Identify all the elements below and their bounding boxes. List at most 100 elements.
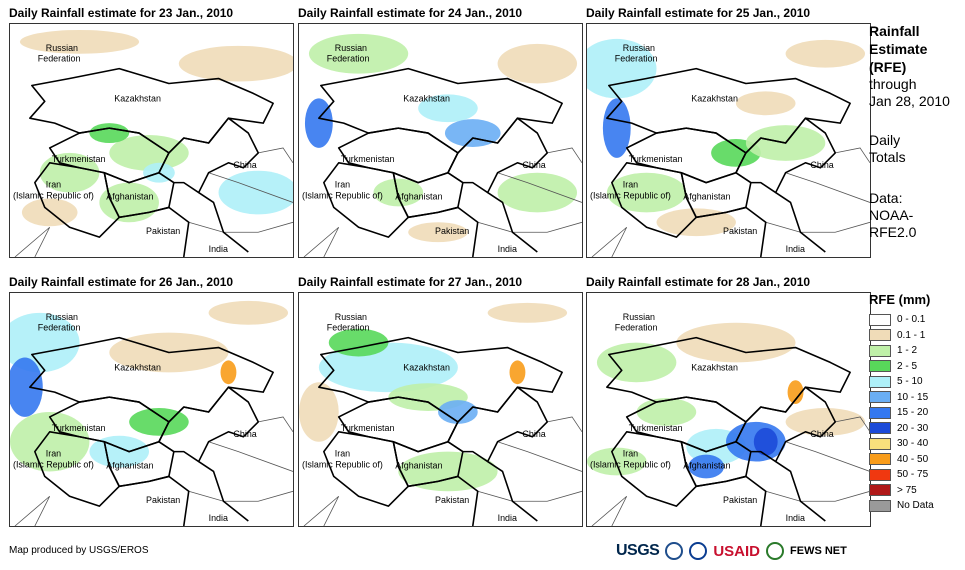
legend-swatch (869, 360, 891, 373)
country-border (119, 475, 190, 526)
rainfall-patch (10, 357, 43, 417)
country-border (34, 162, 121, 238)
legend-swatch (869, 484, 891, 497)
country-label: Federation (327, 323, 370, 333)
legend-item: 0 - 0.1 (869, 312, 965, 328)
rfe-legend: RFE (mm) 0 - 0.1 0.1 - 1 1 - 2 2 - 5 5 - 10 1… (869, 292, 965, 514)
minor-border (835, 416, 870, 433)
map-panel-jan27: Daily Rainfall estimate for 27 Jan., 201… (298, 275, 583, 527)
country-label: India (209, 513, 228, 523)
rainfall-patch (509, 360, 526, 385)
country-label: Kazakhstan (691, 362, 738, 372)
minor-border (258, 147, 293, 164)
legend-label: 20 - 30 (897, 422, 929, 434)
map-area: Russian Federation Kazakhstan Turkmenistan C… (298, 23, 583, 258)
minor-border (208, 441, 293, 472)
rainfall-patch (785, 408, 866, 436)
rainfall-patch (676, 322, 796, 363)
legend-label: 40 - 50 (897, 453, 929, 465)
country-label: Afghanistan (395, 191, 442, 201)
country-border (696, 475, 767, 526)
rainfall-patch (308, 33, 409, 74)
legend-item: 50 - 75 (869, 467, 965, 483)
legend-label: 15 - 20 (897, 407, 929, 419)
minor-border (303, 495, 340, 526)
country-label: Afghanistan (395, 460, 442, 470)
usgs-logo: USGS (616, 542, 660, 559)
legend-label: > 75 (897, 484, 917, 496)
fews-globe-icon (766, 542, 785, 560)
country-label: Russian (46, 312, 78, 322)
country-label: Turkmenistan (629, 423, 683, 433)
partner-logos: USGS USAID FEWS NET (616, 538, 847, 564)
rainfall-patch (10, 312, 80, 373)
map-area: Russian Federation Kazakhstan Turkmenistan C… (9, 23, 294, 258)
rainfall-patch (787, 380, 804, 405)
legend-item: No Data (869, 498, 965, 514)
country-label: Kazakhstan (691, 93, 738, 103)
country-border (735, 117, 837, 194)
rainfall-patch (398, 451, 498, 492)
country-label: Turkmenistan (52, 154, 106, 164)
rainfall-patch (606, 172, 687, 213)
country-label: (Islamic Republic of) (302, 460, 383, 470)
sidebar-text: NOAA- (869, 207, 914, 223)
panel-title: Daily Rainfall estimate for 27 Jan., 201… (298, 275, 523, 289)
rainfall-patch (587, 447, 647, 476)
map-panel-jan25: Daily Rainfall estimate for 25 Jan., 201… (586, 6, 871, 258)
country-border (487, 460, 538, 522)
legend-label: 10 - 15 (897, 391, 929, 403)
legend-swatch (869, 344, 891, 357)
map-area: Russian Federation Kazakhstan Turkmenistan C… (298, 292, 583, 527)
country-border (696, 206, 767, 257)
panel-title: Daily Rainfall estimate for 24 Jan., 201… (298, 6, 523, 20)
country-label: Pakistan (146, 226, 180, 236)
sidebar-heading-line: Rainfall (869, 23, 920, 39)
country-label: Iran (46, 180, 61, 190)
sidebar-text: Totals (869, 149, 906, 165)
country-label: Russian (46, 43, 78, 53)
country-label: Russian (623, 43, 655, 53)
sidebar-text: Data: (869, 190, 903, 206)
country-label: Afghanistan (683, 460, 730, 470)
country-label: India (786, 244, 805, 254)
country-border (158, 117, 260, 194)
legend-item: 0.1 - 1 (869, 328, 965, 344)
legend-item: 15 - 20 (869, 405, 965, 421)
country-border (119, 206, 190, 257)
country-label: Afghanistan (683, 191, 730, 201)
country-label: Iran (623, 180, 638, 190)
country-label: Kazakhstan (114, 362, 161, 372)
panel-title: Daily Rainfall estimate for 28 Jan., 201… (586, 275, 811, 289)
sidebar-date: Jan 28, 2010 (869, 93, 950, 109)
minor-border (14, 226, 51, 257)
country-border (198, 460, 249, 522)
rainfall-patch (438, 400, 478, 424)
legend-item: 40 - 50 (869, 452, 965, 468)
rainfall-patch (444, 119, 501, 147)
country-border (408, 475, 479, 526)
legend-item: 1 - 2 (869, 343, 965, 359)
minor-border (765, 221, 870, 233)
panel-title: Daily Rainfall estimate for 25 Jan., 201… (586, 6, 811, 20)
minor-border (785, 441, 870, 472)
legend-swatch (869, 313, 891, 326)
country-label: Iran (46, 449, 61, 459)
rainfall-patch (99, 182, 159, 223)
country-border (775, 191, 826, 253)
minor-border (765, 490, 870, 502)
sidebar-text: RFE2.0 (869, 224, 917, 240)
country-label: (Islamic Republic of) (13, 191, 94, 201)
rainfall-patch (487, 302, 568, 323)
rainfall-patch (129, 408, 189, 436)
rainfall-patch (785, 39, 866, 68)
legend-label: No Data (897, 500, 934, 512)
rainfall-patch (373, 178, 424, 207)
legend-label: 1 - 2 (897, 345, 918, 357)
legend-label: 0 - 0.1 (897, 314, 926, 326)
sidebar-heading-line: (RFE) (869, 59, 907, 75)
legend-label: 30 - 40 (897, 438, 929, 450)
country-label: Federation (327, 54, 370, 64)
minor-border (258, 416, 293, 433)
country-label: Federation (615, 54, 658, 64)
